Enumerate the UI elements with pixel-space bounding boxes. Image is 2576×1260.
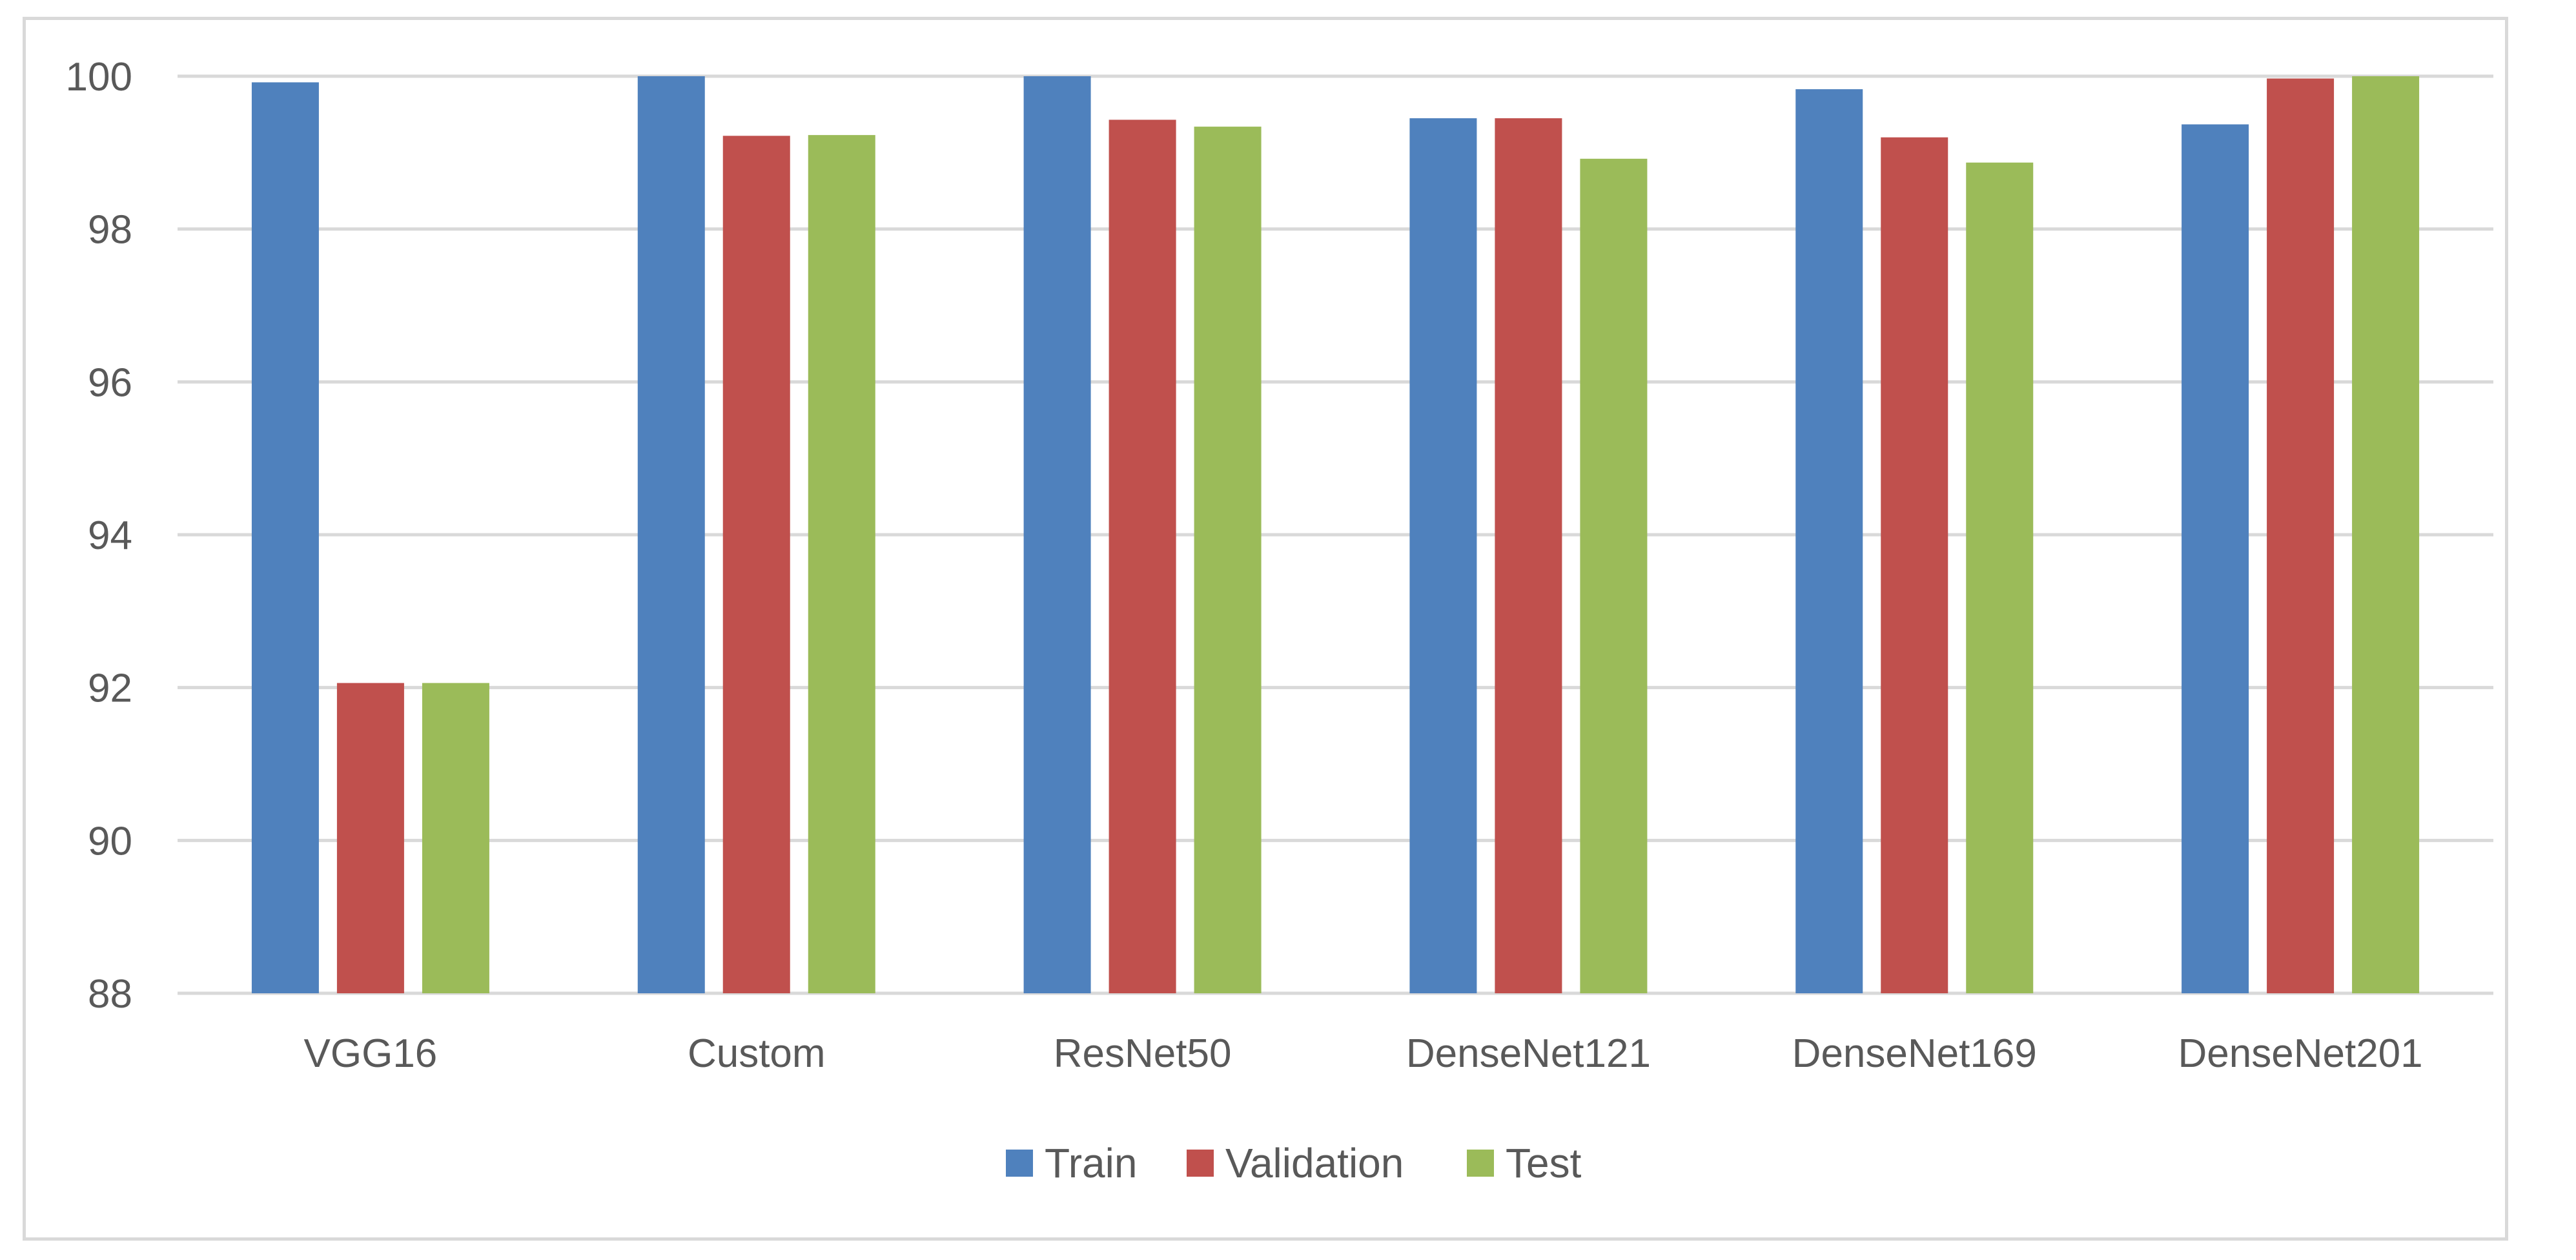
bar-train-densenet169 bbox=[1795, 89, 1863, 993]
bar-validation-densenet201 bbox=[2267, 78, 2335, 993]
y-tick-label: 92 bbox=[88, 666, 132, 711]
bar-validation-resnet50 bbox=[1109, 119, 1176, 994]
bars bbox=[251, 76, 2420, 994]
legend-label-train: Train bbox=[1045, 1140, 1137, 1186]
y-tick-label: 100 bbox=[66, 55, 132, 99]
bar-test-densenet121 bbox=[1580, 158, 1648, 993]
bar-test-densenet201 bbox=[2352, 76, 2420, 993]
bar-train-densenet121 bbox=[1409, 118, 1477, 993]
y-tick-label: 98 bbox=[88, 208, 132, 253]
bar-test-vgg16 bbox=[422, 683, 489, 993]
x-tick-label: DenseNet121 bbox=[1406, 1031, 1651, 1076]
bar-validation-densenet121 bbox=[1495, 118, 1562, 993]
y-tick-label: 94 bbox=[88, 513, 132, 558]
bar-train-resnet50 bbox=[1023, 76, 1091, 993]
legend-swatch-validation bbox=[1187, 1150, 1214, 1177]
y-tick-label: 96 bbox=[88, 360, 132, 405]
chart-frame bbox=[23, 17, 2508, 1241]
bar-train-densenet201 bbox=[2182, 124, 2249, 993]
x-tick-label: VGG16 bbox=[304, 1031, 438, 1076]
legend-label-test: Test bbox=[1506, 1140, 1582, 1186]
bar-train-custom bbox=[637, 76, 705, 993]
x-tick-label: DenseNet201 bbox=[2178, 1031, 2423, 1076]
y-tick-label: 90 bbox=[88, 819, 132, 863]
legend: Train Validation Test bbox=[1006, 1140, 1582, 1186]
x-tick-label: DenseNet169 bbox=[1792, 1031, 2037, 1076]
y-axis-tick-labels: 88 90 92 94 96 98 100 bbox=[66, 55, 132, 1017]
bar-test-densenet169 bbox=[1966, 162, 2034, 993]
legend-label-validation: Validation bbox=[1225, 1140, 1404, 1186]
bar-validation-vgg16 bbox=[336, 683, 404, 993]
bar-validation-custom bbox=[722, 136, 790, 993]
bar-test-custom bbox=[808, 135, 875, 993]
bar-validation-densenet169 bbox=[1881, 137, 1948, 994]
x-tick-label: ResNet50 bbox=[1054, 1031, 1232, 1076]
bar-test-resnet50 bbox=[1194, 127, 1262, 994]
bar-train-vgg16 bbox=[251, 82, 319, 993]
legend-swatch-test bbox=[1467, 1150, 1494, 1177]
x-tick-label: Custom bbox=[688, 1031, 826, 1076]
y-tick-label: 88 bbox=[88, 972, 132, 1017]
legend-swatch-train bbox=[1006, 1150, 1033, 1177]
gridlines bbox=[178, 74, 2493, 995]
x-axis-tick-labels: VGG16 Custom ResNet50 DenseNet121 DenseNet16… bbox=[304, 1031, 2423, 1076]
